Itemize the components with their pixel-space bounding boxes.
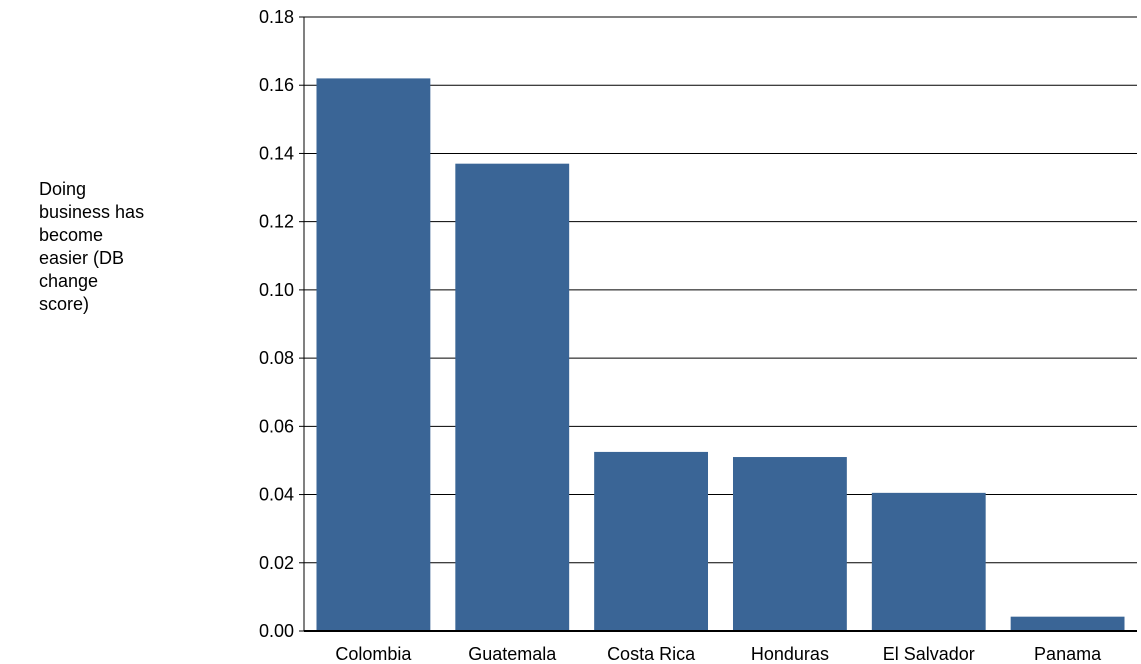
y-tick-label: 0.04 <box>259 485 294 505</box>
y-tick-label: 0.16 <box>259 75 294 95</box>
bars <box>316 78 1124 631</box>
x-tick-label: El Salvador <box>883 644 975 664</box>
y-tick-label: 0.00 <box>259 621 294 641</box>
x-tick-label: Guatemala <box>468 644 557 664</box>
y-tick-label: 0.02 <box>259 553 294 573</box>
x-tick-labels: Colombia Guatemala Costa Rica Honduras El Sa… <box>335 644 1102 664</box>
y-tick-label: 0.14 <box>259 143 294 163</box>
x-tick-label: Costa Rica <box>607 644 696 664</box>
y-tick-label: 0.08 <box>259 348 294 368</box>
bar-costa-rica <box>594 452 708 631</box>
y-tick-labels: 0.00 0.02 0.04 0.06 0.08 0.10 0.12 0.14 0.16 0.18 <box>259 7 294 641</box>
bar-el-salvador <box>872 493 986 631</box>
bar-panama <box>1011 617 1125 631</box>
y-tick-label: 0.12 <box>259 212 294 232</box>
y-tick-label: 0.10 <box>259 280 294 300</box>
bar-colombia <box>316 78 430 631</box>
y-tick-label: 0.06 <box>259 416 294 436</box>
x-tick-label: Colombia <box>335 644 412 664</box>
x-tick-label: Panama <box>1034 644 1102 664</box>
bar-guatemala <box>455 164 569 631</box>
y-tick-label: 0.18 <box>259 7 294 27</box>
x-tick-label: Honduras <box>751 644 829 664</box>
bar-honduras <box>733 457 847 631</box>
